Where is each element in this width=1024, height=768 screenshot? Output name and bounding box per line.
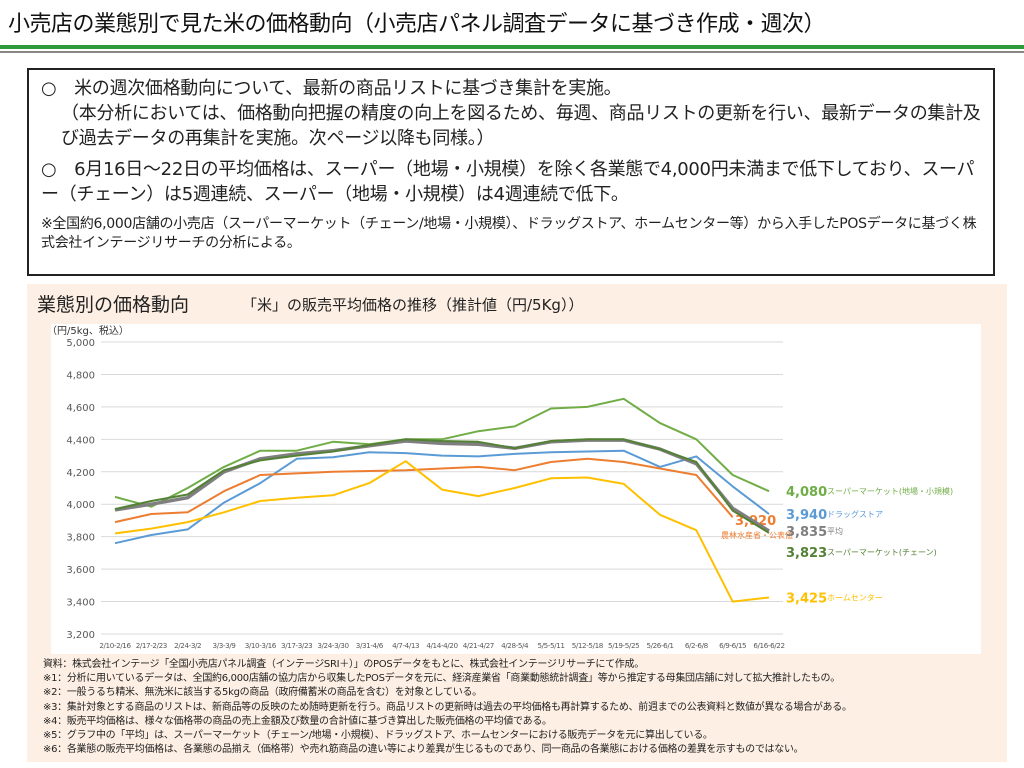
summary-point-1: ○ 米の週次価格動向について、最新の商品リストに基づき集計を実施。 （本分析にお… xyxy=(41,76,981,151)
x-tick-label-0: 2/10-2/16 xyxy=(99,641,131,650)
series-value-label-4: 3,823 xyxy=(786,546,827,561)
x-tick-label-9: 4/14-4/20 xyxy=(426,641,458,650)
x-tick-label-5: 3/17-3/23 xyxy=(281,641,312,650)
x-tick-label-16: 6/2-6/8 xyxy=(685,641,709,650)
x-tick-label-18: 6/16-6/22 xyxy=(753,641,784,650)
x-tick-label-2: 2/24-3/2 xyxy=(174,641,201,650)
source-note-6: ※6：各業態の販売平均価格は、各業態の品揃え（価格帯）や売れ筋商品の違い等により… xyxy=(43,744,804,756)
x-tick-label-6: 3/24-3/30 xyxy=(317,641,349,650)
x-tick-label-3: 3/3-3/9 xyxy=(213,641,237,650)
summary-point-2: ○ 6月16日～22日の平均価格は、スーパー（地場・小規模）を除く各業態で4,0… xyxy=(41,159,975,205)
series-name-label-5: ホームセンター xyxy=(827,594,883,603)
summary-note: ※全国約6,000店舗の小売店（スーパーマーケット（チェーン/地場・小規模）、ド… xyxy=(41,216,977,251)
series-name-label-1: ドラッグストア xyxy=(827,509,883,519)
series-name-label-0: スーパーマーケット(地場・小規模) xyxy=(827,486,953,496)
source-notes: 資料：株式会社インテージ「全国小売店パネル調査（インテージSRI＋）」のPOSデ… xyxy=(43,658,998,757)
title-rule-gray xyxy=(0,51,1024,53)
source-note-3: ※3：集計対象とする商品のリストは、新商品等の反映のため随時更新を行う。商品リス… xyxy=(43,701,852,713)
x-tick-label-8: 4/7-4/13 xyxy=(392,641,419,650)
series-line-4 xyxy=(114,438,770,534)
y-tick-label-3: 3,800 xyxy=(66,533,95,544)
series-value-label-1: 3,940 xyxy=(786,508,827,523)
series-line-2 xyxy=(114,457,734,524)
series-value-label-0: 4,080 xyxy=(786,485,827,500)
y-tick-label-5: 4,200 xyxy=(66,468,95,479)
series-line-1 xyxy=(114,449,770,545)
series-line-0 xyxy=(114,397,770,508)
series-name-label-2: 農林水産省・公表値 xyxy=(721,530,793,540)
series-line-5 xyxy=(114,460,770,603)
y-tick-label-7: 4,600 xyxy=(66,403,95,414)
chart-background xyxy=(51,324,981,654)
x-tick-label-4: 3/10-3/16 xyxy=(245,641,277,650)
chart-panel: 業態別の価格動向 「米」の販売平均価格の推移（推計値（円/5Kg）） 3,200… xyxy=(27,284,1007,762)
y-tick-label-8: 4,800 xyxy=(66,370,95,381)
source-note-4: ※4：販売平均価格は、様々な価格帯の商品の売上金額及び数量の合計値に基づき算出し… xyxy=(43,715,552,727)
source-note-0: 資料：株式会社インテージ「全国小売店パネル調査（インテージSRI＋）」のPOSデ… xyxy=(43,659,644,670)
x-tick-label-14: 5/19-5/25 xyxy=(608,641,639,650)
summary-point-1-detail: （本分析においては、価格動向把握の精度の向上を図るため、毎週、商品リストの更新を… xyxy=(61,103,981,149)
page-title: 小売店の業態別で見た米の価格動向（小売店パネル調査データに基づき作成・週次） xyxy=(8,12,826,37)
x-tick-label-10: 4/21-4/27 xyxy=(463,641,494,650)
y-tick-label-4: 4,000 xyxy=(66,500,95,511)
x-tick-label-11: 4/28-5/4 xyxy=(501,641,529,650)
series-value-label-5: 3,425 xyxy=(786,592,827,607)
source-note-1: ※1：分析に用いているデータは、全国約6,000店舗の協力店から収集したPOSデ… xyxy=(43,673,840,685)
chart-title: 「米」の販売平均価格の推移（推計値（円/5Kg）） xyxy=(242,296,584,314)
x-tick-label-1: 2/17-2/23 xyxy=(136,641,167,650)
y-tick-label-1: 3,400 xyxy=(66,598,95,609)
y-tick-label-9: 5,000 xyxy=(66,338,95,349)
title-rule-green xyxy=(0,45,1024,49)
x-tick-label-13: 5/12-5/18 xyxy=(572,641,604,650)
chart-unit-label: （円/5kg、税込） xyxy=(47,326,129,337)
source-note-2: ※2：一般うるち精米、無洗米に該当する5kgの商品（政府備蓄米の商品を含む）を対… xyxy=(43,687,482,699)
summary-box: ○ 米の週次価格動向について、最新の商品リストに基づき集計を実施。 （本分析にお… xyxy=(27,68,995,276)
series-name-label-3: 平均 xyxy=(827,526,843,536)
x-tick-label-12: 5/5-5/11 xyxy=(537,641,564,650)
section-title: 業態別の価格動向 xyxy=(37,294,190,316)
price-line-chart: 3,200 3,400 3,600 3,800 4,000 4,200 4,400 4,600… xyxy=(51,324,981,654)
y-tick-label-6: 4,400 xyxy=(66,435,95,446)
x-tick-label-17: 6/9-6/15 xyxy=(719,641,746,650)
y-tick-label-2: 3,600 xyxy=(66,565,95,576)
series-name-label-4: スーパーマーケット(チェーン) xyxy=(827,548,937,557)
y-tick-label-0: 3,200 xyxy=(66,630,95,641)
summary-point-1-text: ○ 米の週次価格動向について、最新の商品リストに基づき集計を実施。 xyxy=(41,78,622,99)
series-value-label-3: 3,835 xyxy=(786,525,827,540)
x-tick-label-7: 3/31-4/6 xyxy=(356,641,384,650)
source-note-5: ※5：グラフ中の「平均」は、スーパーマーケット（チェーン/地場・小規模）、ドラッ… xyxy=(43,730,713,742)
x-tick-label-15: 5/26-6/1 xyxy=(646,641,673,650)
